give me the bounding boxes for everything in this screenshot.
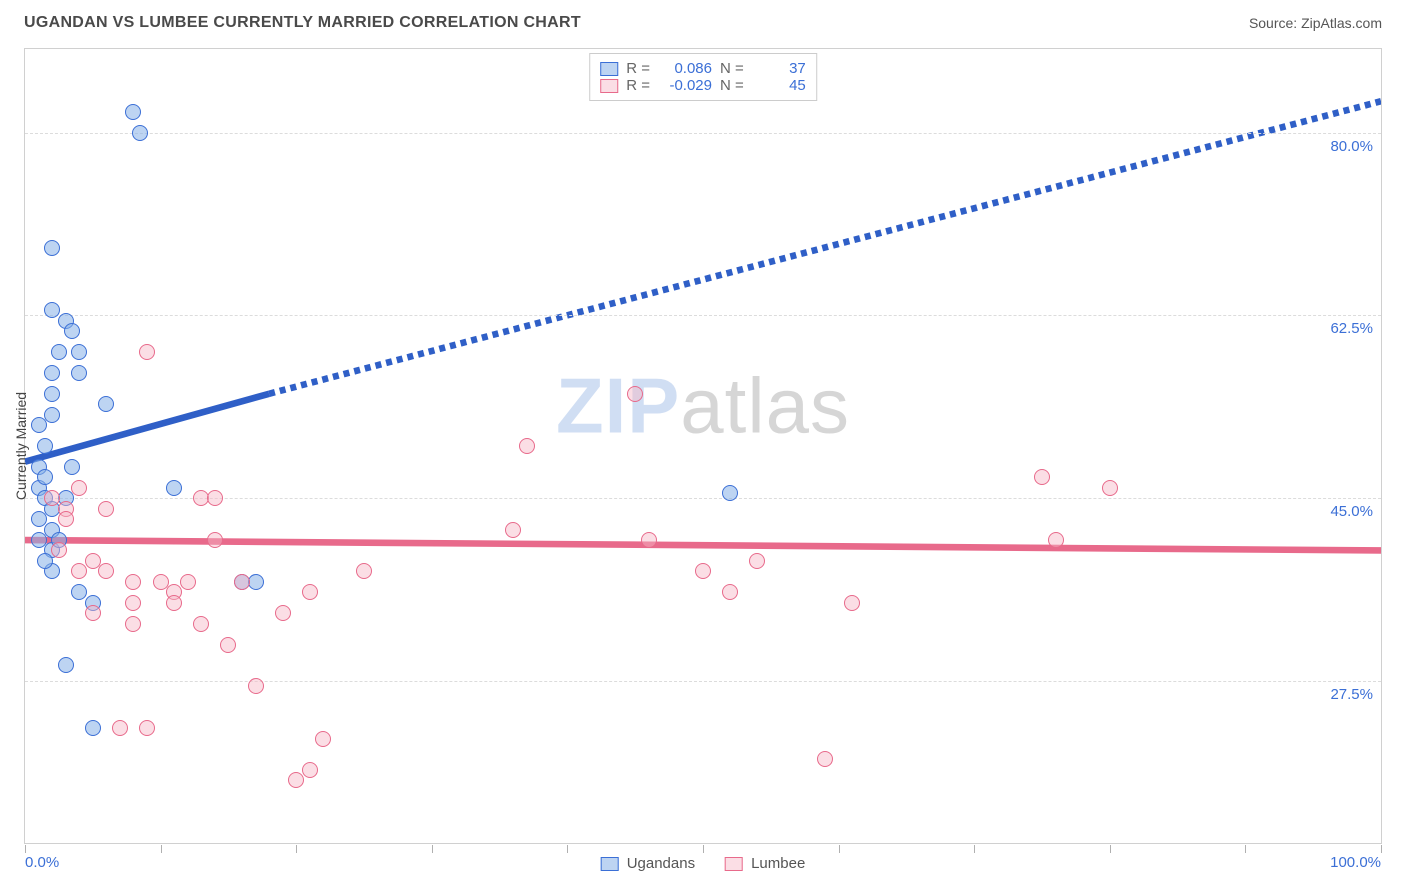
data-point-lumbee [248, 678, 264, 694]
data-point-lumbee [85, 605, 101, 621]
x-tick [25, 845, 26, 853]
x-tick [974, 845, 975, 853]
x-tick [161, 845, 162, 853]
data-point-ugandans [31, 532, 47, 548]
correlation-legend: R = 0.086 N = 37 R = -0.029 N = 45 [589, 53, 817, 101]
data-point-ugandans [58, 657, 74, 673]
legend-row-lumbee: R = -0.029 N = 45 [600, 77, 806, 94]
x-min-label: 0.0% [25, 854, 59, 871]
gridline-label: 80.0% [1330, 138, 1373, 155]
data-point-lumbee [139, 720, 155, 736]
data-point-lumbee [1048, 532, 1064, 548]
data-point-ugandans [44, 407, 60, 423]
data-point-lumbee [356, 563, 372, 579]
data-point-ugandans [37, 469, 53, 485]
data-point-lumbee [71, 480, 87, 496]
data-point-lumbee [193, 616, 209, 632]
data-point-lumbee [98, 501, 114, 517]
gridline: 45.0% [25, 498, 1381, 499]
data-point-ugandans [31, 417, 47, 433]
data-point-lumbee [51, 542, 67, 558]
gridline: 80.0% [25, 133, 1381, 134]
data-point-lumbee [302, 762, 318, 778]
x-tick [296, 845, 297, 853]
data-point-ugandans [44, 240, 60, 256]
chart-container: UGANDAN VS LUMBEE CURRENTLY MARRIED CORR… [0, 0, 1406, 892]
data-point-ugandans [44, 365, 60, 381]
x-tick [1245, 845, 1246, 853]
regression-lines [25, 49, 1381, 843]
data-point-ugandans [37, 438, 53, 454]
data-point-ugandans [64, 459, 80, 475]
swatch-pink-icon [600, 79, 618, 93]
data-point-lumbee [180, 574, 196, 590]
data-point-ugandans [85, 720, 101, 736]
legend-item-ugandans: Ugandans [601, 855, 695, 872]
x-tick [567, 845, 568, 853]
data-point-lumbee [519, 438, 535, 454]
x-tick [1110, 845, 1111, 853]
data-point-lumbee [234, 574, 250, 590]
swatch-blue-icon [600, 62, 618, 76]
gridline-label: 45.0% [1330, 503, 1373, 520]
data-point-lumbee [627, 386, 643, 402]
data-point-ugandans [64, 323, 80, 339]
x-max-label: 100.0% [1330, 854, 1381, 871]
gridline-label: 27.5% [1330, 686, 1373, 703]
data-point-ugandans [44, 386, 60, 402]
gridline: 27.5% [25, 681, 1381, 682]
data-point-ugandans [125, 104, 141, 120]
data-point-lumbee [207, 532, 223, 548]
series-legend: Ugandans Lumbee [601, 855, 806, 872]
data-point-lumbee [288, 772, 304, 788]
x-tick [839, 845, 840, 853]
data-point-lumbee [58, 511, 74, 527]
data-point-lumbee [139, 344, 155, 360]
chart-title: UGANDAN VS LUMBEE CURRENTLY MARRIED CORR… [24, 14, 581, 32]
legend-item-lumbee: Lumbee [725, 855, 805, 872]
data-point-lumbee [125, 595, 141, 611]
swatch-pink-icon [725, 857, 743, 871]
data-point-ugandans [722, 485, 738, 501]
data-point-lumbee [207, 490, 223, 506]
data-point-lumbee [112, 720, 128, 736]
chart-area: Currently Married ZIPatlas R = 0.086 N =… [24, 48, 1382, 844]
data-point-lumbee [505, 522, 521, 538]
data-point-ugandans [98, 396, 114, 412]
x-tick [703, 845, 704, 853]
data-point-lumbee [641, 532, 657, 548]
data-point-lumbee [71, 563, 87, 579]
x-tick [432, 845, 433, 853]
data-point-ugandans [51, 344, 67, 360]
data-point-lumbee [722, 584, 738, 600]
data-point-ugandans [166, 480, 182, 496]
data-point-lumbee [275, 605, 291, 621]
data-point-lumbee [1102, 480, 1118, 496]
data-point-ugandans [132, 125, 148, 141]
data-point-lumbee [166, 595, 182, 611]
data-point-ugandans [71, 344, 87, 360]
data-point-lumbee [125, 616, 141, 632]
data-point-lumbee [844, 595, 860, 611]
data-point-lumbee [817, 751, 833, 767]
gridline: 62.5% [25, 315, 1381, 316]
data-point-ugandans [37, 553, 53, 569]
data-point-lumbee [302, 584, 318, 600]
data-point-lumbee [695, 563, 711, 579]
gridline-label: 62.5% [1330, 320, 1373, 337]
x-tick [1381, 845, 1382, 853]
data-point-lumbee [98, 563, 114, 579]
data-point-lumbee [125, 574, 141, 590]
data-point-lumbee [1034, 469, 1050, 485]
legend-row-ugandans: R = 0.086 N = 37 [600, 60, 806, 77]
swatch-blue-icon [601, 857, 619, 871]
data-point-ugandans [71, 365, 87, 381]
data-point-lumbee [749, 553, 765, 569]
data-point-lumbee [220, 637, 236, 653]
data-point-lumbee [315, 731, 331, 747]
source-label: Source: ZipAtlas.com [1249, 15, 1382, 31]
